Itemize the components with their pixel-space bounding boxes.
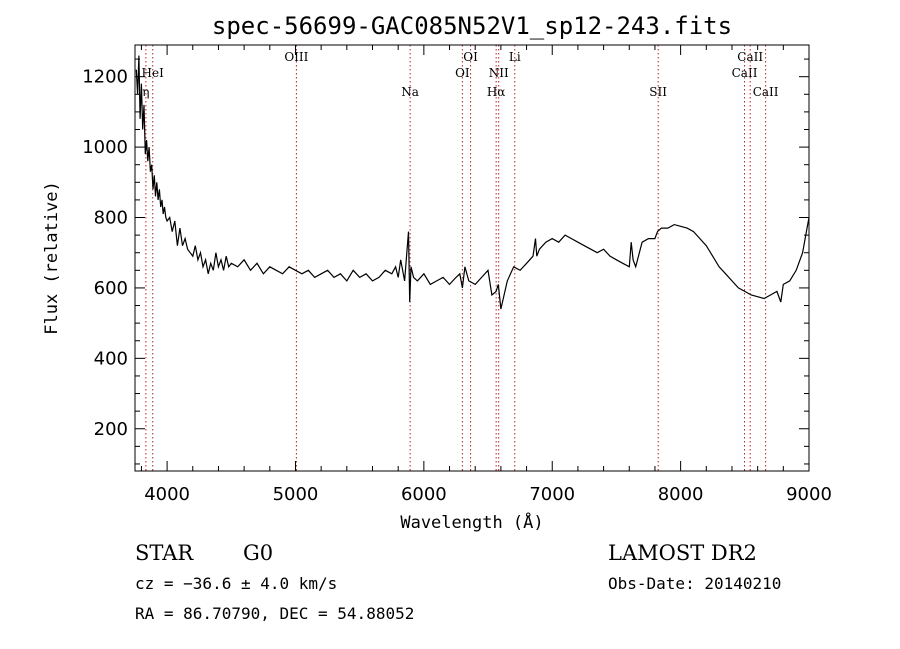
x-tick-label: 7000	[529, 484, 575, 505]
object-subclass: G0	[243, 541, 273, 565]
spectrum-line	[135, 55, 810, 310]
line-markers: HeI η OIII Na OI OI NII Hα Li SII CaII CaII CaII	[142, 45, 779, 471]
x-tick-label: 6000	[401, 484, 447, 505]
plot-frame	[134, 44, 810, 472]
x-axis-label: Wavelength (Å)	[400, 511, 543, 533]
redshift-velocity: cz = −36.6 ± 4.0 km/s	[135, 574, 337, 593]
line-marker-label: Hα	[487, 85, 506, 99]
y-tick-label: 600	[94, 278, 128, 299]
line-marker-label: CaII	[732, 66, 758, 80]
line-marker-label: CaII	[737, 50, 763, 64]
coordinates: RA = 86.70790, DEC = 54.88052	[135, 604, 414, 623]
line-marker-label: SII	[649, 85, 667, 99]
x-tick-label: 5000	[273, 484, 319, 505]
y-tick-label: 800	[94, 208, 128, 229]
survey-name: LAMOST DR2	[608, 541, 757, 565]
y-tick-label: 1200	[82, 67, 128, 88]
axis-ticks: 4000 5000 6000 7000 8000 9000 200 400 600 800 1000…	[82, 45, 832, 505]
line-marker-label: HeI	[142, 66, 165, 80]
y-tick-label: 200	[94, 419, 128, 440]
line-marker-label: Na	[401, 85, 419, 99]
line-marker-label: CaII	[753, 85, 779, 99]
line-marker-label: Li	[509, 50, 521, 64]
y-tick-label: 1000	[82, 137, 128, 158]
line-marker-label: OI	[463, 50, 478, 64]
line-marker-label: OIII	[284, 50, 308, 64]
y-tick-label: 400	[94, 348, 128, 369]
observation-date: Obs-Date: 20140210	[608, 574, 781, 593]
chart-title: spec-56699-GAC085N52V1_sp12-243.fits	[212, 12, 732, 40]
x-tick-label: 4000	[144, 484, 190, 505]
x-tick-label: 8000	[658, 484, 704, 505]
line-marker-label: OI	[455, 66, 470, 80]
object-class: STAR	[135, 541, 194, 565]
line-marker-label: NII	[489, 66, 509, 80]
y-axis-label: Flux (relative)	[42, 181, 62, 335]
x-tick-label: 9000	[786, 484, 832, 505]
line-marker-label: η	[142, 85, 149, 99]
